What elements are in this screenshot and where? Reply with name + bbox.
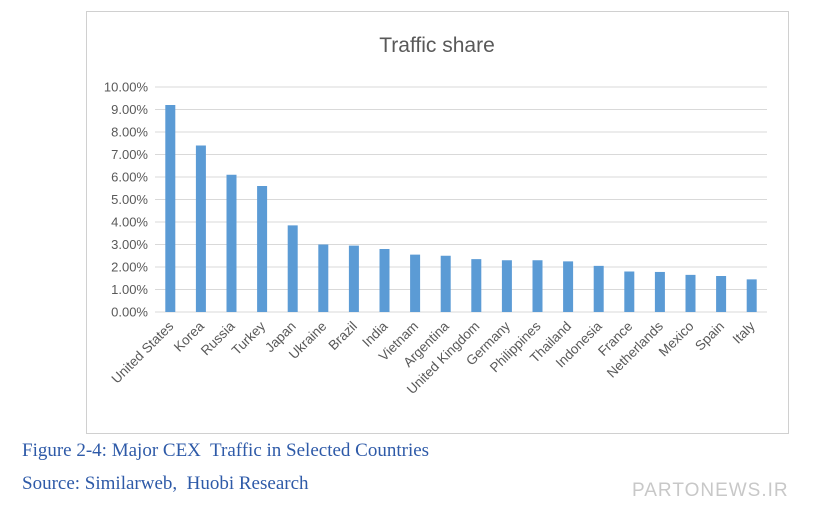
bar bbox=[348, 245, 359, 312]
bar bbox=[410, 254, 421, 312]
x-category-label: Mexico bbox=[656, 319, 697, 360]
x-category-label: Turkey bbox=[229, 318, 269, 358]
x-category-label: Russia bbox=[198, 318, 238, 358]
y-tick-label: 0.00% bbox=[111, 305, 148, 320]
chart-title: Traffic share bbox=[379, 34, 495, 57]
bar bbox=[532, 260, 543, 312]
source-caption: Source: Similarweb, Huobi Research bbox=[22, 473, 309, 494]
x-category-label: Brazil bbox=[326, 319, 360, 353]
bar bbox=[226, 174, 237, 312]
y-tick-label: 2.00% bbox=[111, 260, 148, 275]
y-tick-label: 5.00% bbox=[111, 192, 148, 207]
bar bbox=[318, 244, 329, 312]
watermark: PARTONEWS.IR bbox=[632, 480, 789, 501]
y-tick-label: 7.00% bbox=[111, 147, 148, 162]
bar bbox=[195, 145, 206, 312]
bar bbox=[471, 259, 482, 312]
bar bbox=[563, 261, 574, 312]
bar bbox=[593, 265, 604, 312]
x-axis-categories: United StatesKoreaRussiaTurkeyJapanUkrai… bbox=[109, 318, 758, 397]
chart-frame: Traffic share 0.00% 1.00% 2.00% 3.00% 4.00% 5… bbox=[86, 11, 789, 434]
y-tick-label: 4.00% bbox=[111, 215, 148, 230]
y-tick-label: 1.00% bbox=[111, 282, 148, 297]
y-tick-label: 10.00% bbox=[104, 80, 149, 95]
y-tick-label: 8.00% bbox=[111, 125, 148, 140]
x-category-label: Italy bbox=[730, 318, 758, 346]
bar bbox=[716, 276, 727, 312]
bar bbox=[257, 186, 268, 312]
y-tick-label: 6.00% bbox=[111, 170, 148, 185]
bars bbox=[165, 105, 757, 312]
x-category-label: Spain bbox=[692, 319, 727, 354]
y-tick-label: 9.00% bbox=[111, 102, 148, 117]
gridlines bbox=[155, 86, 767, 313]
y-axis-ticks: 0.00% 1.00% 2.00% 3.00% 4.00% 5.00% 6.00% 7.00%… bbox=[104, 80, 149, 320]
bar bbox=[440, 255, 451, 312]
bar bbox=[746, 279, 757, 312]
bar-chart: Traffic share 0.00% 1.00% 2.00% 3.00% 4.00% 5… bbox=[104, 34, 767, 397]
x-category-label: United States bbox=[109, 318, 177, 386]
y-tick-label: 3.00% bbox=[111, 237, 148, 252]
bar bbox=[379, 249, 390, 312]
bar bbox=[165, 105, 176, 312]
bar bbox=[654, 271, 665, 312]
figure-caption: Figure 2-4: Major CEX Traffic in Selecte… bbox=[22, 440, 430, 461]
bar bbox=[501, 260, 512, 312]
bar bbox=[624, 271, 635, 312]
bar bbox=[287, 225, 298, 312]
bar bbox=[685, 274, 696, 312]
